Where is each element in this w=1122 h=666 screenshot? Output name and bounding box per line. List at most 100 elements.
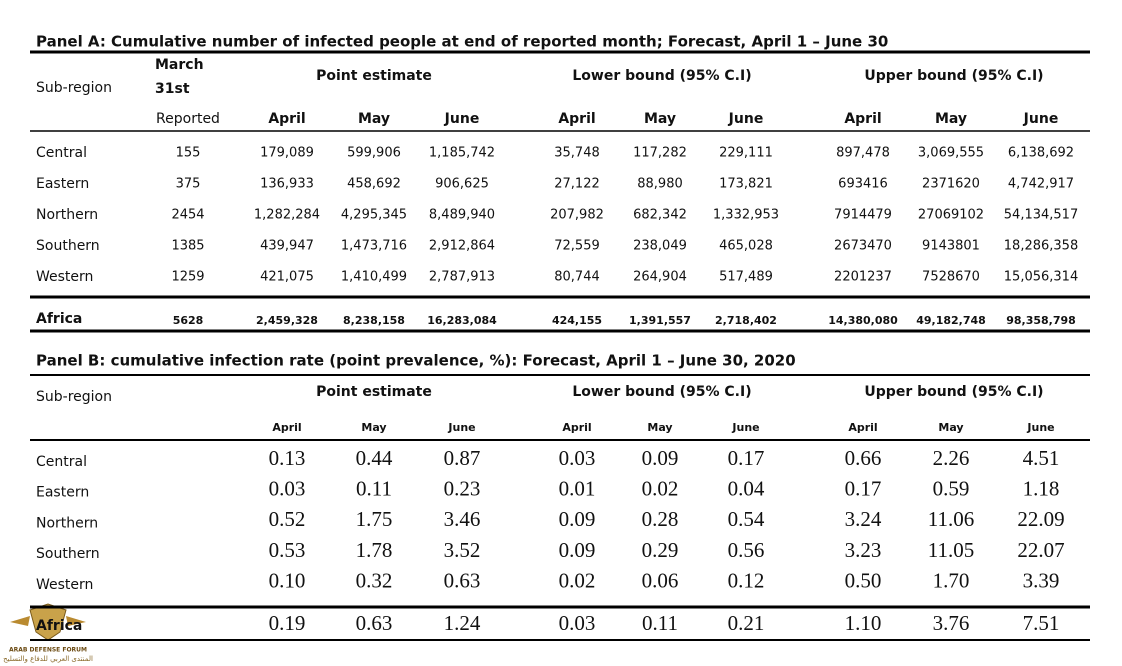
cell: 3.46 <box>444 507 481 531</box>
cell: 1.70 <box>933 569 970 593</box>
cell: 0.17 <box>845 477 882 501</box>
cell: 599,906 <box>347 146 401 161</box>
row-label: Southern <box>36 238 100 254</box>
cell: 0.09 <box>642 446 679 470</box>
cell: 2454 <box>171 208 204 223</box>
cell: 0.11 <box>356 477 392 501</box>
cell: 11.05 <box>928 538 974 562</box>
cell: 1,391,557 <box>629 314 691 327</box>
cell: 8,489,940 <box>429 208 495 223</box>
cell: 0.06 <box>642 569 679 593</box>
cell: 54,134,517 <box>1004 208 1078 223</box>
cell: 16,283,084 <box>427 314 497 327</box>
cell: 0.63 <box>444 569 481 593</box>
cell: 35,748 <box>554 146 600 161</box>
column-header: April <box>562 421 591 434</box>
cell: 0.87 <box>444 446 481 470</box>
column-header: April <box>848 421 877 434</box>
cell: 0.03 <box>559 611 596 635</box>
cell: 1.24 <box>444 611 481 635</box>
cell: 693416 <box>838 177 888 192</box>
cell: 14,380,080 <box>828 314 898 327</box>
cell: 0.11 <box>642 611 678 635</box>
cell: 264,904 <box>633 270 687 285</box>
cell: 458,692 <box>347 177 401 192</box>
cell: 0.12 <box>728 569 765 593</box>
cell: 0.03 <box>269 477 306 501</box>
column-header: April <box>844 111 881 127</box>
watermark-name: ARAB DEFENSE FORUM <box>9 647 87 654</box>
cell: 7914479 <box>834 208 892 223</box>
cell: 155 <box>176 146 201 161</box>
cell: 2,912,864 <box>429 239 495 254</box>
cell: 0.09 <box>559 507 596 531</box>
row-label: Western <box>36 577 93 593</box>
cell: 15,056,314 <box>1004 270 1078 285</box>
cell: 1,282,284 <box>254 208 320 223</box>
cell: 0.23 <box>444 477 481 501</box>
cell: 98,358,798 <box>1006 314 1076 327</box>
cell: 375 <box>176 177 201 192</box>
cell: 0.50 <box>845 569 882 593</box>
cell: 0.32 <box>356 569 393 593</box>
group-header: Upper bound (95% C.I) <box>864 384 1043 400</box>
column-header: May <box>361 421 386 434</box>
cell: 0.21 <box>728 611 765 635</box>
cell: 3.23 <box>845 538 882 562</box>
cell: 4.51 <box>1023 446 1060 470</box>
watermark-arabic: المنتدى العربي للدفاع والتسليح <box>3 655 93 663</box>
cell: 80,744 <box>554 270 600 285</box>
cell: 136,933 <box>260 177 314 192</box>
cell: 0.53 <box>269 538 306 562</box>
column-header: June <box>728 111 764 127</box>
row-label: Central <box>36 454 87 470</box>
watermark-logo <box>10 603 86 641</box>
cell: 173,821 <box>719 177 773 192</box>
cell: 897,478 <box>836 146 890 161</box>
cell: 2.26 <box>933 446 970 470</box>
cell: 439,947 <box>260 239 314 254</box>
row-label: Northern <box>36 515 98 531</box>
row-label: Western <box>36 269 93 285</box>
cell: 424,155 <box>552 314 602 327</box>
column-header: May <box>938 421 963 434</box>
group-header: Point estimate <box>316 384 432 400</box>
cell: 7.51 <box>1023 611 1060 635</box>
cell: 0.17 <box>728 446 765 470</box>
cell: 0.03 <box>559 446 596 470</box>
column-header: June <box>1026 421 1054 434</box>
row-label: Africa <box>36 311 82 327</box>
cell: 27069102 <box>918 208 984 223</box>
cell: 421,075 <box>260 270 314 285</box>
group-header: Upper bound (95% C.I) <box>864 68 1043 84</box>
header-cell: 31st <box>155 81 190 97</box>
cell: 1259 <box>171 270 204 285</box>
cell: 517,489 <box>719 270 773 285</box>
cell: 2673470 <box>834 239 892 254</box>
cell: 2,718,402 <box>715 314 777 327</box>
cell: 179,089 <box>260 146 314 161</box>
cell: 1,410,499 <box>341 270 407 285</box>
cell: 0.54 <box>728 507 765 531</box>
cell: 18,286,358 <box>1004 239 1078 254</box>
cell: 0.19 <box>269 611 306 635</box>
cell: 2371620 <box>922 177 980 192</box>
cell: 229,111 <box>719 146 773 161</box>
cell: 0.13 <box>269 446 306 470</box>
cell: 207,982 <box>550 208 604 223</box>
cell: 7528670 <box>922 270 980 285</box>
header-cell: Sub-region <box>36 389 112 405</box>
column-header: May <box>644 111 676 127</box>
column-header: May <box>358 111 390 127</box>
cell: 0.56 <box>728 538 765 562</box>
header-cell: March <box>155 57 204 73</box>
cell: 3.52 <box>444 538 481 562</box>
group-header: Point estimate <box>316 68 432 84</box>
cell: 8,238,158 <box>343 314 405 327</box>
cell: 1,332,953 <box>713 208 779 223</box>
column-header: June <box>1023 111 1059 127</box>
cell: 27,122 <box>554 177 600 192</box>
column-header: June <box>731 421 759 434</box>
cell: 49,182,748 <box>916 314 986 327</box>
row-label: Africa <box>36 618 82 634</box>
